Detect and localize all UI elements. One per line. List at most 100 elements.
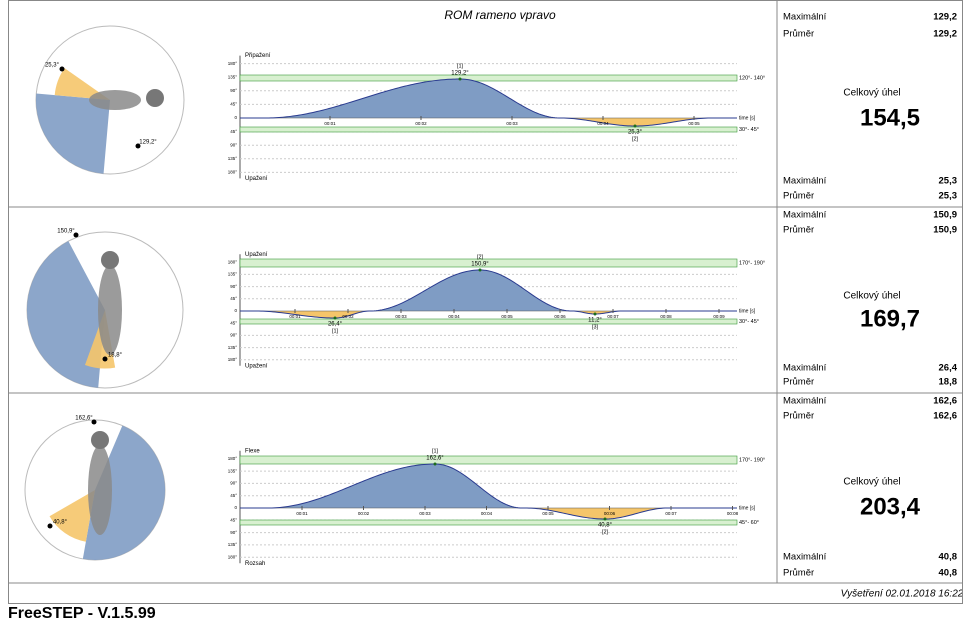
stat-value: 150,9 <box>933 210 957 221</box>
chart-top-label: Upažení <box>245 252 268 258</box>
x-tick-label: 00:05 <box>542 511 554 516</box>
stat-value: 25,3 <box>939 191 958 202</box>
x-tick-label: 00:05 <box>688 121 700 126</box>
y-tick-label: 0 <box>234 115 237 120</box>
chart-bottom-label: Rozsah <box>245 561 265 567</box>
target-band <box>240 456 737 464</box>
peak-marker: [2] <box>477 254 484 260</box>
y-tick-label: 180° <box>228 259 238 264</box>
total-label: Celkový úhel <box>843 88 900 99</box>
y-tick-label: 180° <box>228 554 238 559</box>
y-tick-label: 135° <box>228 74 238 79</box>
x-tick-label: 00:03 <box>419 511 431 516</box>
app-version: FreeSTEP - V.1.5.99 <box>8 605 156 622</box>
band-label: 30°- 45° <box>739 127 759 133</box>
body-head <box>146 89 164 107</box>
stat-value: 26,4 <box>939 363 958 374</box>
total-label: Celkový úhel <box>843 291 900 302</box>
curve-fill <box>370 270 572 311</box>
target-band <box>240 75 737 81</box>
y-tick-label: 45° <box>230 517 237 522</box>
report: ROM rameno vpravo Vyšetření 02.01.2018 1… <box>0 0 963 625</box>
stat-value: 162,6 <box>933 411 957 422</box>
stat-value: 150,9 <box>933 225 957 236</box>
peak-marker: [3] <box>592 324 599 330</box>
page: ROM rameno vpravo Vyšetření 02.01.2018 1… <box>0 0 963 625</box>
total-value: 154,5 <box>860 104 920 131</box>
x-tick-label: 00:04 <box>481 511 493 516</box>
time-label: time [s] <box>739 308 756 314</box>
y-tick-label: 0 <box>234 505 237 510</box>
y-tick-label: 90° <box>230 481 237 486</box>
angle-label: 129,2° <box>139 140 157 146</box>
y-tick-label: 135° <box>228 345 238 350</box>
exam-date: Vyšetření 02.01.2018 16:22 <box>841 589 963 600</box>
band-label: 170°- 190° <box>739 260 765 266</box>
x-tick-label: 00:08 <box>660 314 672 319</box>
stat-value: 25,3 <box>939 176 958 187</box>
stat-label: Průměr <box>783 568 814 579</box>
y-tick-label: 180° <box>228 170 238 175</box>
peak-label: 162,6° <box>426 456 444 462</box>
peak-marker: [2] <box>632 136 639 142</box>
y-tick-label: 135° <box>228 542 238 547</box>
x-tick-label: 00:06 <box>604 511 616 516</box>
x-tick-label: 00:07 <box>607 314 619 319</box>
x-tick-label: 00:01 <box>289 314 301 319</box>
stat-label: Maximální <box>783 12 827 23</box>
stat-value: 18,8 <box>939 377 958 388</box>
stat-label: Průměr <box>783 411 814 422</box>
stat-label: Průměr <box>783 225 814 236</box>
target-band <box>240 127 737 132</box>
report-title: ROM rameno vpravo <box>444 8 556 22</box>
x-tick-label: 00:02 <box>358 511 370 516</box>
angle-label: 162,6° <box>75 416 93 422</box>
peak-dot <box>434 463 437 466</box>
y-tick-label: 180° <box>228 357 238 362</box>
peak-dot <box>479 269 482 272</box>
y-tick-label: 0 <box>234 308 237 313</box>
body-figure <box>89 90 141 110</box>
x-tick-label: 00:03 <box>395 314 407 319</box>
peak-dot <box>459 78 462 81</box>
peak-dot <box>634 125 637 128</box>
chart-bottom-label: Upažení <box>245 176 268 182</box>
target-band <box>240 520 737 525</box>
body-head <box>91 431 109 449</box>
peak-label: 11,2° <box>588 318 602 324</box>
y-tick-label: 90° <box>230 142 237 147</box>
y-tick-label: 90° <box>230 530 237 535</box>
angle-label: 18,8° <box>108 353 123 359</box>
stat-label: Maximální <box>783 552 827 563</box>
stat-label: Průměr <box>783 191 814 202</box>
x-tick-label: 00:01 <box>296 511 308 516</box>
time-label: time [s] <box>739 505 756 511</box>
body-figure <box>88 445 112 535</box>
peak-marker: [2] <box>602 529 609 535</box>
stat-label: Maximální <box>783 363 827 374</box>
y-tick-label: 45° <box>230 320 237 325</box>
x-tick-label: 00:01 <box>324 121 336 126</box>
stat-label: Maximální <box>783 176 827 187</box>
body-head <box>101 251 119 269</box>
stat-value: 129,2 <box>933 29 957 40</box>
x-tick-label: 00:08 <box>727 511 739 516</box>
stat-value: 40,8 <box>939 568 958 579</box>
band-label: 30°- 45° <box>739 319 759 325</box>
angle-label: 40,8° <box>53 520 68 526</box>
peak-marker: [1] <box>432 448 439 454</box>
y-tick-label: 135° <box>228 272 238 277</box>
angle-dot <box>60 67 65 72</box>
stat-value: 40,8 <box>939 552 958 563</box>
chart-top-label: Připažení <box>245 53 271 59</box>
target-band <box>240 319 737 324</box>
angle-dot <box>103 357 108 362</box>
total-label: Celkový úhel <box>843 477 900 488</box>
x-tick-label: 00:04 <box>597 121 609 126</box>
x-tick-label: 00:07 <box>665 511 677 516</box>
body-figure <box>98 265 122 355</box>
band-label: 120°- 140° <box>739 75 765 81</box>
y-tick-label: 90° <box>230 333 237 338</box>
angle-label: 25,3° <box>45 63 60 69</box>
stat-label: Maximální <box>783 210 827 221</box>
